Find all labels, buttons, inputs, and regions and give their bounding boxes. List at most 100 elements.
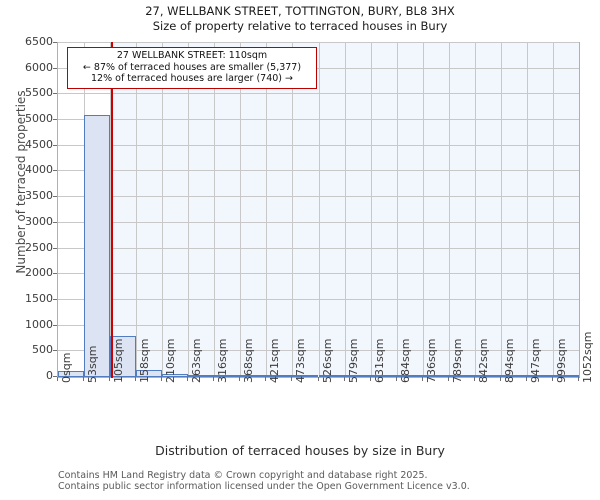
histogram-bar: [370, 375, 397, 377]
x-axis-tick-label: 210sqm: [164, 338, 177, 383]
y-axis-tick-label: 2500: [25, 240, 53, 254]
x-axis-tick-label: 1052sqm: [581, 331, 594, 383]
histogram-bar: [344, 375, 371, 377]
y-axis-tick-label: 1500: [25, 291, 53, 305]
x-axis-tick-label: 842sqm: [476, 338, 490, 383]
x-axis-tick-label: 999sqm: [554, 338, 568, 383]
y-axis-tick-mark: [53, 170, 57, 172]
annotation-line-1: 27 WELLBANK STREET: 110sqm: [116, 50, 268, 61]
footer-attribution: Contains HM Land Registry data © Crown c…: [58, 470, 588, 492]
x-axis-tick-mark: [291, 377, 293, 381]
gridline-vertical: [110, 43, 111, 377]
y-axis-tick-label: 1000: [25, 317, 53, 331]
x-axis-tick-mark: [83, 377, 85, 381]
histogram-bar: [448, 375, 475, 377]
page-title: 27, WELLBANK STREET, TOTTINGTON, BURY, B…: [145, 4, 455, 18]
y-axis-label: Number of terraced properties: [14, 90, 28, 274]
x-axis-tick-label: 526sqm: [320, 338, 334, 383]
x-axis-tick-label: 53sqm: [86, 345, 100, 383]
y-axis-tick-mark: [53, 119, 57, 121]
histogram-bar: [240, 375, 267, 377]
gridline-vertical: [292, 43, 294, 377]
x-axis-tick-label: 684sqm: [398, 338, 412, 383]
histogram-bar: [552, 375, 579, 377]
histogram-bar: [84, 114, 111, 377]
histogram-bar: [474, 375, 501, 377]
histogram-bar: [318, 375, 345, 377]
y-axis-tick-label: 6500: [25, 35, 53, 48]
annotation-box: 27 WELLBANK STREET: 110sqm ← 87% of terr…: [67, 47, 317, 89]
x-axis-tick-mark: [525, 377, 527, 381]
annotation-line-3: 12% of terraced houses are larger (740) …: [91, 73, 293, 84]
x-axis-tick-mark: [57, 377, 58, 381]
x-axis-tick-label: 579sqm: [346, 338, 360, 383]
histogram-bar: [526, 375, 553, 377]
gridline-vertical: [214, 43, 216, 377]
histogram-bar: [136, 370, 163, 377]
x-axis-tick-mark: [499, 377, 501, 381]
y-axis-tick-label: 5500: [25, 86, 53, 100]
annotation-line-2: ← 87% of terraced houses are smaller (5,…: [82, 61, 302, 73]
gridline-vertical: [344, 43, 346, 377]
y-axis-tick-label: 3500: [25, 189, 53, 203]
footer-line-1: Contains HM Land Registry data © Crown c…: [58, 470, 428, 481]
x-axis-tick-mark: [447, 377, 449, 381]
x-axis-tick-label: 368sqm: [242, 338, 256, 383]
gridline-vertical: [370, 43, 372, 377]
gridline-vertical: [136, 43, 138, 377]
chart-title-block: 27, WELLBANK STREET, TOTTINGTON, BURY, B…: [0, 4, 600, 34]
x-axis-tick-mark: [343, 377, 345, 381]
gridline-vertical: [188, 43, 190, 377]
y-axis-tick-mark: [53, 221, 57, 223]
histogram-bar: [188, 375, 215, 377]
gridline-vertical: [422, 43, 424, 377]
x-axis-tick-label: 316sqm: [216, 338, 230, 383]
gridline-vertical: [318, 43, 320, 377]
y-axis-tick-mark: [53, 144, 57, 146]
y-axis-tick-mark: [53, 298, 57, 300]
footer-line-2: Contains public sector information licen…: [58, 481, 470, 492]
histogram-bar: [162, 374, 189, 377]
x-axis-tick-mark: [395, 377, 397, 381]
x-axis-tick-mark: [473, 377, 475, 381]
plot-area: [57, 42, 580, 378]
gridline-vertical: [526, 43, 528, 377]
histogram-bar: [110, 335, 137, 377]
gridline-horizontal: [58, 42, 579, 43]
x-axis-tick-label: 158sqm: [138, 338, 152, 383]
histogram-bar: [292, 375, 319, 377]
y-axis-tick-mark: [53, 350, 57, 352]
y-axis-tick-label: 4500: [25, 137, 53, 151]
histogram-bar: [58, 371, 85, 377]
y-axis-tick-mark: [53, 93, 57, 95]
y-axis-tick-label: 6000: [25, 60, 53, 74]
x-axis-tick-mark: [135, 377, 137, 381]
histogram-bar: [214, 375, 241, 377]
gridline-vertical: [266, 43, 268, 377]
x-axis-tick-mark: [317, 377, 319, 381]
y-axis-tick-mark: [53, 67, 57, 69]
chart-subtitle: Size of property relative to terraced ho…: [152, 19, 448, 33]
gridline-vertical: [500, 43, 502, 377]
x-axis-tick-mark: [578, 377, 579, 381]
y-axis-tick-label: 4000: [25, 163, 53, 177]
x-axis-tick-label: 473sqm: [294, 338, 308, 383]
x-axis-ticks: 0sqm 53sqm 105sqm 158sqm 210sqm 263sqm 316sqm 3…: [0, 332, 600, 447]
y-axis-tick-label: 0: [46, 369, 53, 382]
x-axis-tick-mark: [187, 377, 189, 381]
x-axis-tick-mark: [213, 377, 215, 381]
y-axis-ticks: 0 500 1000 1500 2000 2500 3000 3500 4000 4500 5000…: [0, 0, 57, 500]
y-axis-tick-label: 2000: [25, 266, 53, 280]
y-axis-tick-label: 5000: [25, 112, 53, 126]
gridline-vertical: [240, 43, 242, 377]
x-axis-tick-label: 0sqm: [60, 352, 73, 383]
y-axis-tick-label: 3000: [25, 214, 53, 228]
x-axis-tick-mark: [551, 377, 553, 381]
property-marker-line: [111, 42, 114, 378]
x-axis-tick-mark: [265, 377, 267, 381]
x-axis-tick-label: 736sqm: [424, 338, 438, 383]
y-axis-tick-mark: [53, 376, 57, 377]
x-axis-label: Distribution of terraced houses by size …: [155, 443, 445, 458]
gridline-vertical: [396, 43, 398, 377]
